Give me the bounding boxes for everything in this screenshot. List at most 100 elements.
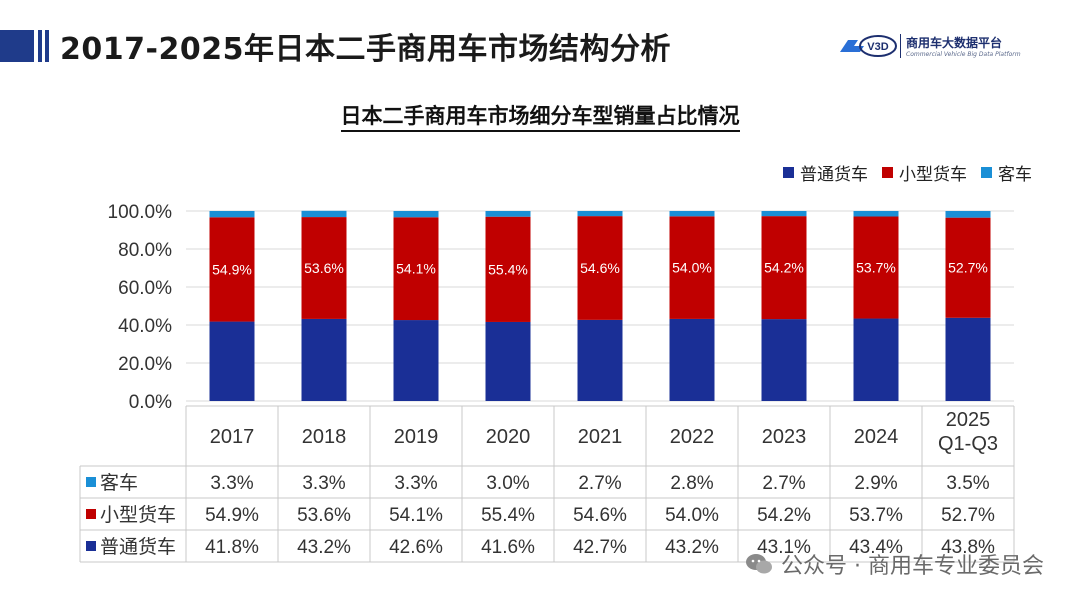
y-tick-label: 0.0%	[129, 392, 172, 413]
chart-legend: 普通货车 小型货车 客车	[783, 160, 1032, 185]
bar-segment	[301, 217, 347, 319]
y-tick-label: 60.0%	[118, 278, 172, 299]
data-label: 54.0%	[672, 260, 712, 276]
bar-segment	[945, 211, 991, 218]
bar-segment	[301, 318, 347, 401]
bar-segment	[393, 320, 439, 401]
bar-segment	[945, 217, 991, 318]
bar-segment	[669, 211, 715, 217]
table-row-label: 小型货车	[100, 504, 176, 526]
data-label: 54.2%	[764, 260, 804, 276]
bar-segment	[209, 321, 255, 401]
data-label: 54.6%	[580, 260, 620, 276]
bar-segment	[577, 211, 623, 217]
bar-segment	[209, 211, 255, 218]
y-tick-label: 40.0%	[118, 316, 172, 337]
page-title: 2017-2025年日本二手商用车市场结构分析	[60, 32, 671, 67]
y-tick-label: 80.0%	[118, 240, 172, 261]
table-cell: 41.6%	[481, 537, 535, 558]
bar-segment	[853, 211, 899, 217]
watermark: 公众号 · 商用车专业委员会	[745, 548, 1044, 580]
legend-item-regular-truck: 普通货车	[783, 160, 868, 185]
table-row-swatch	[86, 477, 96, 487]
x-category-label: 2023	[762, 426, 807, 448]
bar-segment	[393, 211, 439, 218]
y-tick-label: 100.0%	[108, 202, 173, 223]
table-cell: 41.8%	[205, 537, 259, 558]
table-cell: 54.2%	[757, 505, 811, 526]
legend-swatch	[783, 167, 794, 178]
x-category-label: 2021	[578, 426, 623, 448]
logo-text-cn: 商用车大数据平台	[906, 36, 1003, 50]
data-label: 53.7%	[856, 260, 896, 276]
bar-segment	[577, 216, 623, 320]
table-row-label: 客车	[100, 472, 138, 494]
platform-logo: V3D 商用车大数据平台 Commercial Vehicle Big Data…	[838, 30, 1028, 64]
legend-swatch	[882, 167, 893, 178]
bar-segment	[853, 318, 899, 401]
table-cell: 43.2%	[297, 537, 351, 558]
table-cell: 2.7%	[762, 473, 805, 494]
data-label: 53.6%	[304, 260, 344, 276]
bar-segment	[301, 210, 347, 218]
y-tick-label: 20.0%	[118, 354, 172, 375]
x-category-label: 2024	[854, 426, 899, 448]
bar-segment	[945, 317, 991, 401]
bar-segment	[209, 217, 255, 322]
data-label: 55.4%	[488, 261, 528, 277]
table-cell: 2.9%	[854, 473, 897, 494]
x-category-label: 2017	[210, 426, 255, 448]
table-cell: 3.3%	[302, 473, 345, 494]
table-cell: 53.6%	[297, 505, 351, 526]
table-cell: 43.2%	[665, 537, 719, 558]
x-category-label: 2020	[486, 426, 531, 448]
table-cell: 42.6%	[389, 537, 443, 558]
legend-item-light-truck: 小型货车	[882, 160, 967, 185]
bar-segment	[761, 319, 807, 401]
table-cell: 3.0%	[486, 473, 529, 494]
bar-segment	[761, 211, 807, 217]
table-cell: 3.3%	[210, 473, 253, 494]
table-row-swatch	[86, 541, 96, 551]
truck-logo-icon: V3D	[840, 35, 897, 57]
x-category-label: 2022	[670, 426, 715, 448]
table-cell: 53.7%	[849, 505, 903, 526]
table-cell: 54.9%	[205, 505, 259, 526]
x-category-label: Q1-Q3	[938, 433, 998, 455]
x-category-label: 2018	[302, 426, 347, 448]
bar-segment	[393, 217, 439, 321]
logo-mark-text: V3D	[867, 41, 888, 53]
data-label: 54.1%	[396, 261, 436, 277]
bar-segment	[485, 216, 531, 322]
table-cell: 43.4%	[849, 537, 903, 558]
data-label: 54.9%	[212, 261, 252, 277]
chart-title: 日本二手商用车市场细分车型销量占比情况	[340, 104, 740, 132]
table-cell: 3.5%	[946, 473, 989, 494]
table-cell: 54.0%	[665, 505, 719, 526]
bar-segment	[853, 216, 899, 319]
table-cell: 3.3%	[394, 473, 437, 494]
table-row-label: 普通货车	[100, 536, 176, 558]
table-cell: 52.7%	[941, 505, 995, 526]
watermark-text: 公众号 · 商用车专业委员会	[781, 554, 1044, 579]
legend-label: 小型货车	[899, 165, 967, 185]
table-cell: 2.8%	[670, 473, 713, 494]
table-cell: 2.7%	[578, 473, 621, 494]
legend-label: 客车	[998, 165, 1032, 185]
table-cell: 54.6%	[573, 505, 627, 526]
legend-item-bus: 客车	[981, 160, 1032, 185]
bar-segment	[577, 319, 623, 401]
legend-label: 普通货车	[800, 165, 868, 185]
table-cell: 54.1%	[389, 505, 443, 526]
table-cell: 55.4%	[481, 505, 535, 526]
bar-segment	[669, 216, 715, 319]
x-category-label: 2019	[394, 426, 439, 448]
table-row-swatch	[86, 509, 96, 519]
legend-swatch	[981, 167, 992, 178]
table-cell: 43.1%	[757, 537, 811, 558]
chart-title-wrap: 日本二手商用车市场细分车型销量占比情况	[0, 100, 1080, 132]
bar-segment	[485, 321, 531, 401]
logo-text-en: Commercial Vehicle Big Data Platform	[906, 51, 1021, 58]
wechat-icon	[746, 554, 773, 574]
